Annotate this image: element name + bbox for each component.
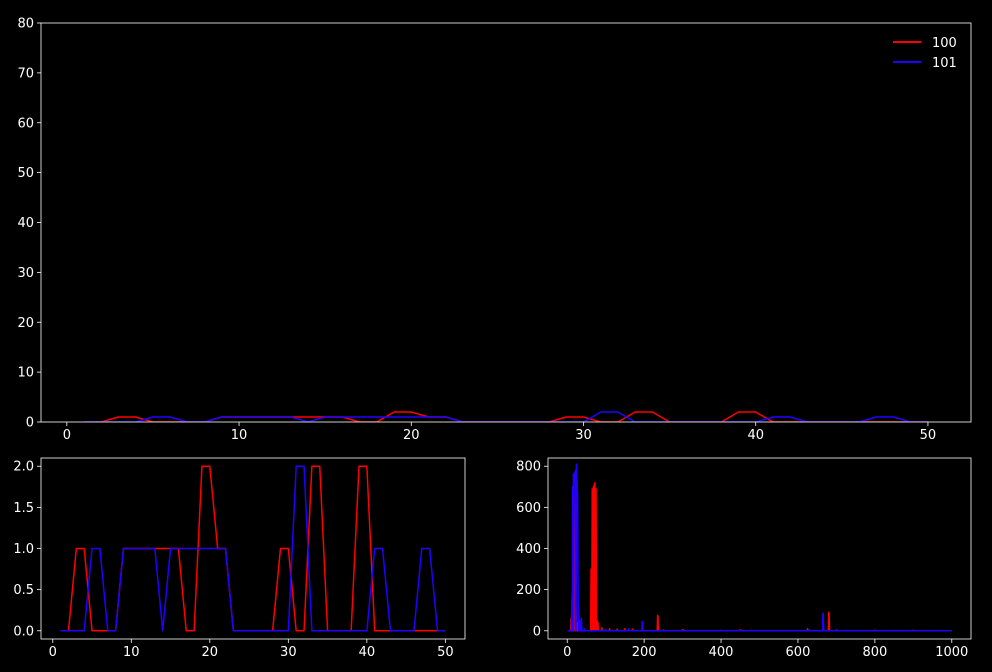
x-tick-label: 200 xyxy=(632,645,657,660)
x-tick-label: 40 xyxy=(359,645,376,660)
series-line-blue xyxy=(84,411,928,422)
legend-label: 100 xyxy=(932,36,957,51)
series-group xyxy=(60,465,446,632)
y-tick-label: 600 xyxy=(516,501,541,516)
y-tick-label: 400 xyxy=(516,542,541,557)
y-tick-label: 800 xyxy=(516,460,541,475)
y-tick-label: 10 xyxy=(17,366,34,381)
x-tick-label: 400 xyxy=(709,645,734,660)
x-tick-label: 20 xyxy=(202,645,219,660)
series-group xyxy=(84,411,928,422)
y-tick-label: 0.5 xyxy=(13,583,34,598)
y-tick-label: 70 xyxy=(17,66,34,81)
x-tick-label: 0 xyxy=(563,645,571,660)
y-tick-label: 60 xyxy=(17,116,34,131)
y-tick-label: 50 xyxy=(17,166,34,181)
series-line-blue xyxy=(60,465,446,632)
y-tick-label: 20 xyxy=(17,316,34,331)
y-tick-label: 40 xyxy=(17,216,34,231)
y-tick-label: 200 xyxy=(516,583,541,598)
y-tick-label: 80 xyxy=(17,17,34,32)
chart-bottom-left: 0 10 20 30 40 50 0.0 0.5 1.0 1.5 2.0 xyxy=(13,457,466,660)
x-tick-label: 10 xyxy=(231,428,248,443)
x-tick-label: 800 xyxy=(862,645,887,660)
x-tick-label: 0 xyxy=(63,428,71,443)
x-tick-label: 20 xyxy=(403,428,420,443)
x-tick-label: 40 xyxy=(747,428,764,443)
y-tick-label: 0 xyxy=(533,624,541,639)
x-tick-label: 30 xyxy=(280,645,297,660)
y-tick-label: 1.0 xyxy=(13,542,34,557)
y-tick-label: 0.0 xyxy=(13,624,34,639)
y-tick-label: 30 xyxy=(17,266,34,281)
chart-main: 0 10 20 30 40 50 0 10 20 30 40 50 60 70 80 100 101 xyxy=(17,17,972,443)
x-tick-label: 10 xyxy=(123,645,140,660)
y-tick-label: 1.5 xyxy=(13,501,34,516)
x-tick-label: 600 xyxy=(786,645,811,660)
y-tick-label: 2.0 xyxy=(13,460,34,475)
chart-bottom-right: 0 200 400 600 800 1000 0 200 400 600 800 xyxy=(516,457,972,660)
x-tick-label: 1000 xyxy=(935,645,968,660)
series-line-blue xyxy=(567,463,953,632)
legend-label: 101 xyxy=(932,56,957,71)
x-tick-label: 50 xyxy=(920,428,937,443)
x-tick-label: 30 xyxy=(575,428,592,443)
y-tick-label: 0 xyxy=(26,416,34,431)
series-group xyxy=(567,463,953,632)
x-tick-label: 50 xyxy=(437,645,454,660)
x-tick-label: 0 xyxy=(49,645,57,660)
